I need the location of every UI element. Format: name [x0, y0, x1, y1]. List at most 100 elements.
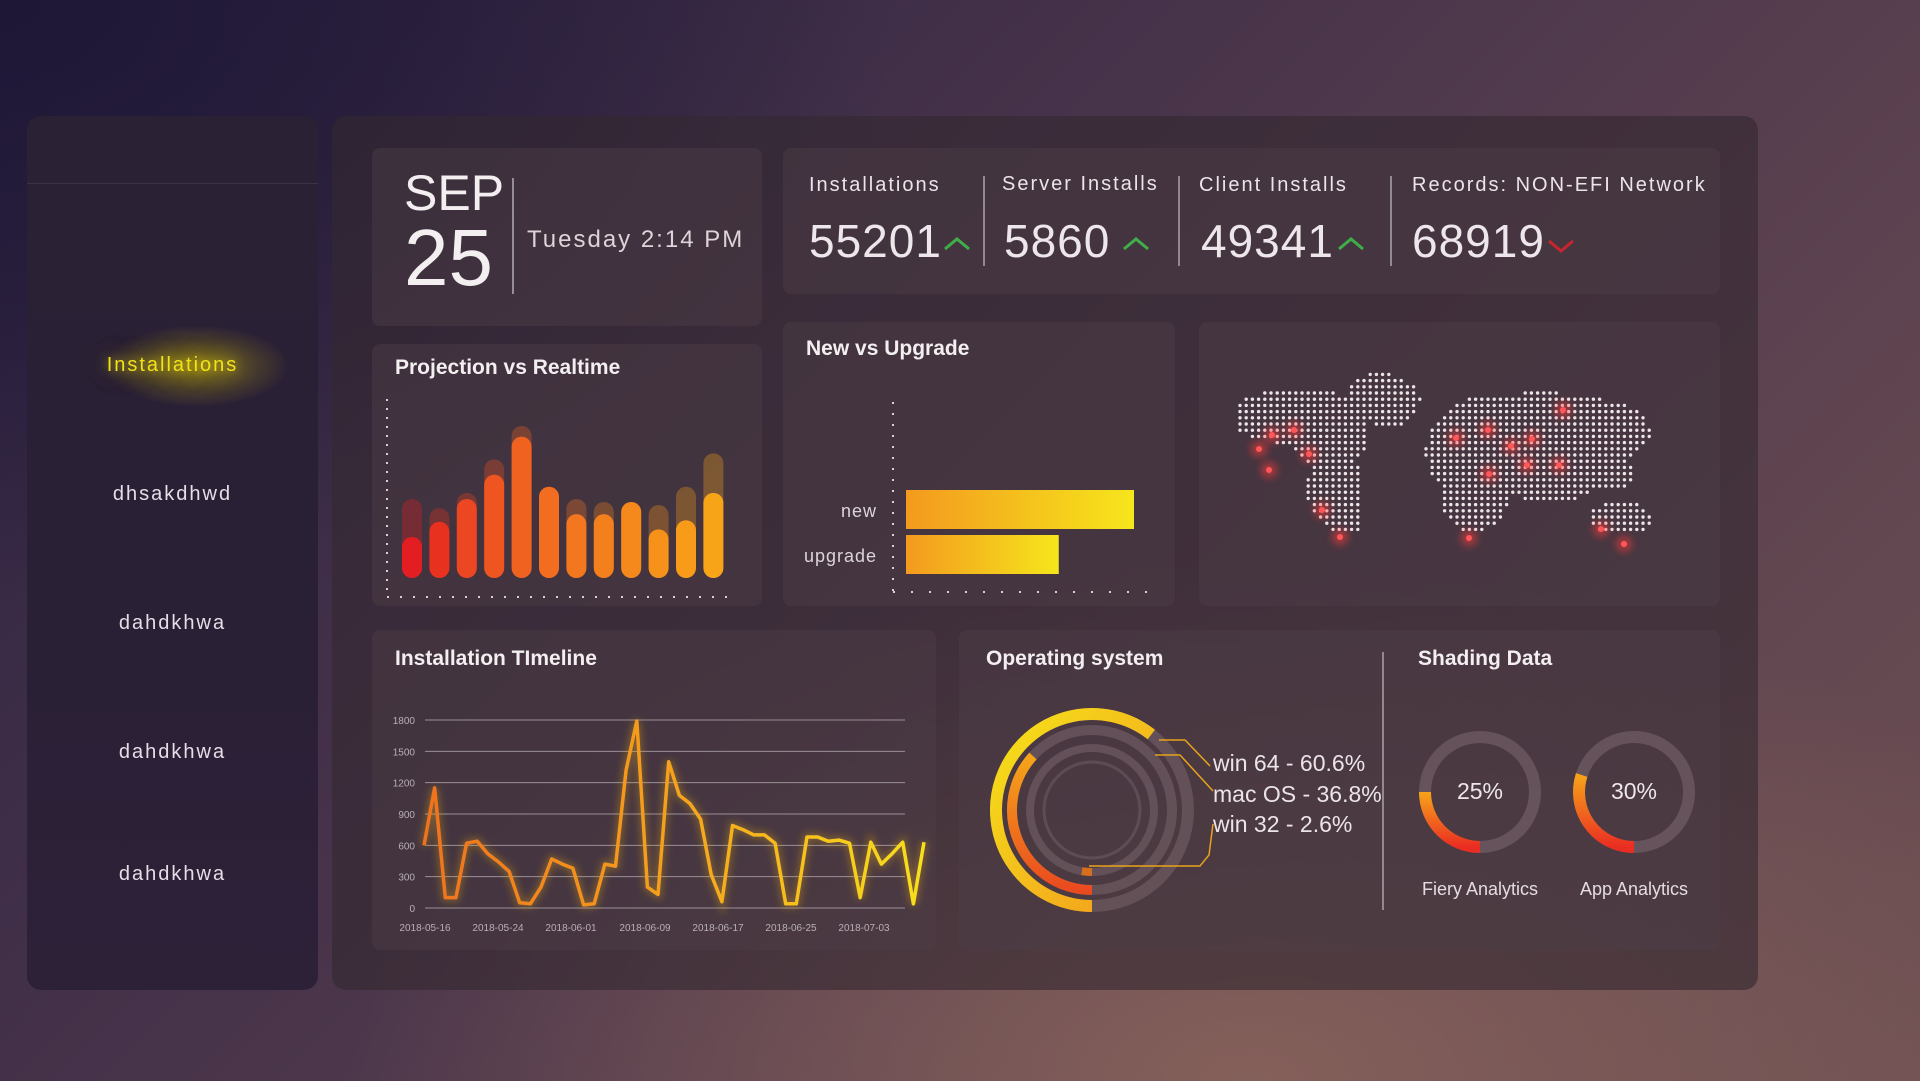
map-dot	[1349, 391, 1354, 395]
map-dot	[1461, 409, 1465, 414]
map-dot	[1337, 490, 1341, 494]
map-dot	[1616, 416, 1620, 420]
map-dot	[1436, 453, 1441, 457]
map-dot	[1467, 509, 1472, 513]
map-dot	[1287, 409, 1292, 414]
map-dot	[1554, 428, 1558, 432]
map-dot	[1331, 428, 1335, 432]
map-dot	[1616, 502, 1620, 507]
map-hotspot	[1306, 451, 1312, 457]
map-dot	[1281, 434, 1286, 439]
map-dot	[1343, 447, 1348, 451]
map-dot	[1492, 453, 1496, 457]
map-dot	[1498, 422, 1503, 426]
map-dot	[1294, 409, 1298, 414]
map-dot	[1312, 397, 1317, 401]
map-dot	[1529, 403, 1534, 408]
map-dot	[1585, 484, 1589, 488]
map-dot	[1498, 484, 1503, 488]
map-dot	[1430, 465, 1434, 470]
map-dot	[1610, 422, 1614, 426]
map-dot	[1542, 484, 1546, 488]
date-card	[372, 148, 762, 326]
projection-bar	[621, 502, 642, 578]
map-dot	[1442, 496, 1447, 501]
map-dot	[1337, 471, 1341, 476]
map-dot	[1554, 496, 1558, 501]
map-dot	[1281, 440, 1286, 445]
map-dot	[1306, 478, 1310, 482]
date-time: Tuesday 2:14 PM	[527, 226, 745, 253]
map-dot	[1535, 422, 1540, 426]
os-title: Operating system	[986, 647, 1164, 670]
map-dot	[1331, 447, 1335, 451]
map-dot	[1449, 465, 1453, 470]
map-dot	[1542, 409, 1546, 414]
map-dot	[1535, 459, 1540, 463]
map-dot	[1542, 440, 1546, 445]
sidebar-item-dahdkhwa-2[interactable]: dahdkhwa	[118, 741, 227, 763]
kpi-divider	[1390, 176, 1392, 266]
map-dot	[1566, 440, 1571, 445]
map-dot	[1486, 440, 1490, 445]
map-dot	[1455, 502, 1459, 507]
map-dot	[1306, 391, 1310, 395]
map-dot	[1467, 434, 1472, 439]
map-dot	[1542, 478, 1546, 482]
map-dot	[1548, 409, 1552, 414]
map-dot	[1504, 453, 1509, 457]
map-dot	[1616, 521, 1620, 525]
map-dot	[1306, 484, 1310, 488]
map-dot	[1542, 422, 1546, 426]
map-dot	[1436, 428, 1441, 432]
map-dot	[1622, 484, 1627, 488]
map-dot	[1343, 515, 1348, 519]
map-dot	[1622, 502, 1627, 507]
map-dot	[1343, 416, 1348, 420]
map-dot	[1281, 397, 1286, 401]
map-dot	[1300, 409, 1304, 414]
map-dot	[1591, 434, 1596, 439]
sidebar-item-dahdkhwa-1[interactable]: dahdkhwa	[118, 612, 227, 634]
map-dot	[1473, 409, 1478, 414]
timeline-y-tick: 1500	[393, 747, 416, 758]
map-dot	[1542, 459, 1546, 463]
map-dot	[1585, 490, 1589, 494]
map-dot	[1294, 403, 1298, 408]
map-dot	[1461, 521, 1465, 525]
map-dot	[1622, 459, 1627, 463]
map-dot	[1449, 471, 1453, 476]
map-dot	[1542, 428, 1546, 432]
map-dot	[1300, 422, 1304, 426]
map-dot	[1579, 453, 1583, 457]
map-dot	[1325, 465, 1329, 470]
map-dot	[1591, 459, 1596, 463]
map-dot	[1256, 403, 1261, 408]
sidebar-item-dhsakdhwd[interactable]: dhsakdhwd	[112, 483, 233, 505]
map-dot	[1480, 515, 1484, 519]
map-dot	[1511, 465, 1515, 470]
map-dot	[1442, 416, 1447, 420]
map-dot	[1287, 416, 1292, 420]
map-dot	[1498, 490, 1503, 494]
map-dot	[1473, 453, 1478, 457]
sidebar-item-dahdkhwa-3[interactable]: dahdkhwa	[118, 863, 227, 885]
map-dot	[1349, 447, 1354, 451]
map-dot	[1380, 409, 1385, 414]
os-shading-card	[959, 630, 1720, 950]
map-dot	[1312, 484, 1317, 488]
map-dot	[1523, 409, 1527, 414]
os-legend-macos: mac OS - 36.8%	[1213, 781, 1382, 807]
map-dot	[1387, 409, 1391, 414]
map-dot	[1511, 403, 1515, 408]
sidebar-item-installations[interactable]: Installations	[106, 354, 239, 376]
map-dot	[1331, 453, 1335, 457]
map-dot	[1356, 378, 1360, 383]
map-dot	[1591, 515, 1596, 519]
map-dot	[1356, 502, 1360, 507]
map-dot	[1628, 447, 1633, 451]
map-dot	[1387, 385, 1391, 389]
map-dot	[1343, 465, 1348, 470]
map-dot	[1449, 416, 1453, 420]
map-dot	[1597, 409, 1602, 414]
